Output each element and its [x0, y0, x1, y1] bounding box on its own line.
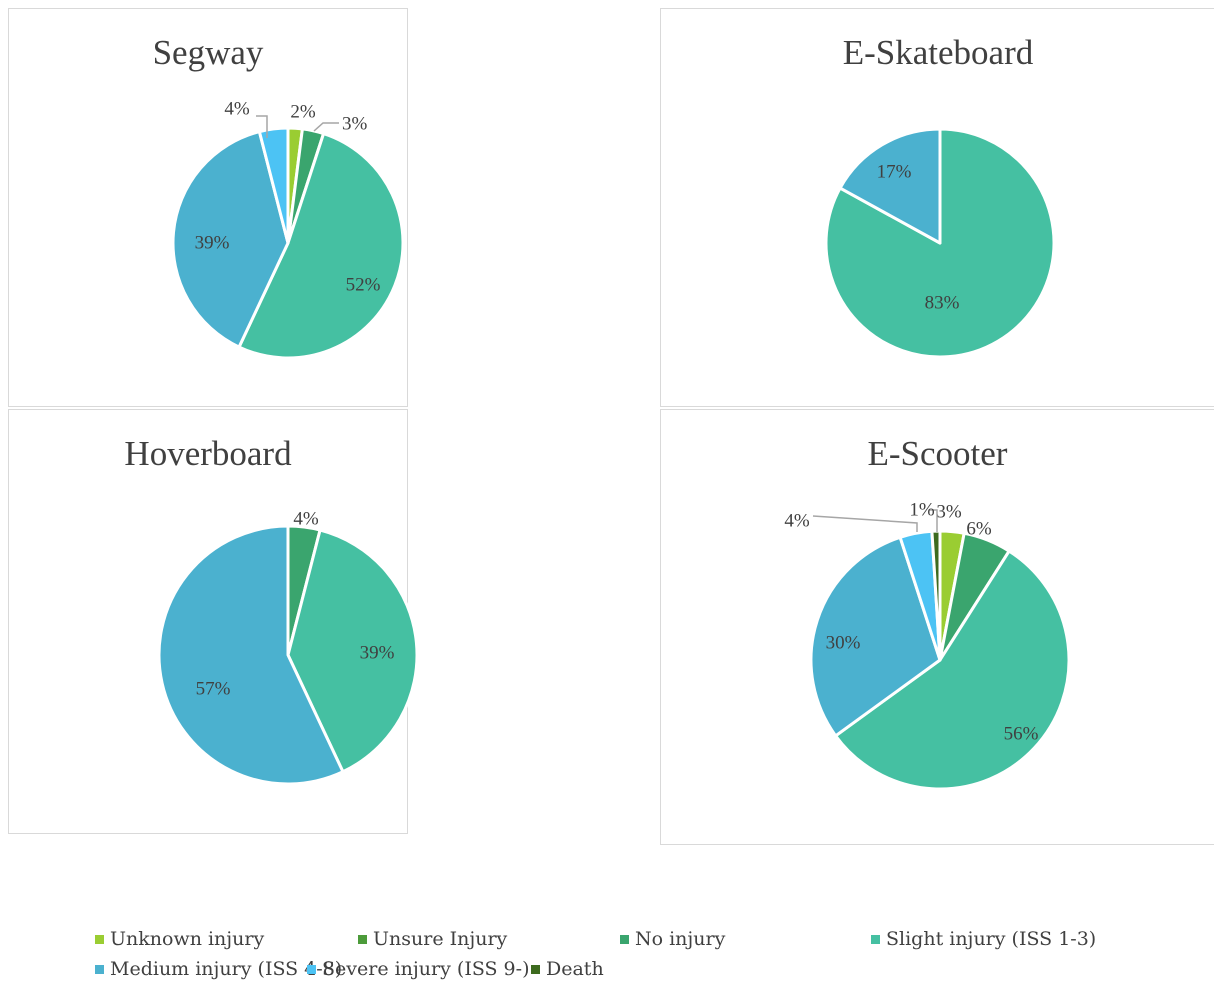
pie-slice-medium-injury-iss-4-8	[809, 535, 942, 738]
data-label-no-injury: 6%	[966, 518, 992, 539]
chart-title: Hoverboard	[124, 434, 292, 473]
legend-label: Unknown injury	[110, 928, 265, 950]
legend-swatch	[95, 934, 104, 944]
legend-item-unsure-injury: Unsure Injury	[358, 928, 507, 950]
legend-label: Slight injury (ISS 1-3)	[886, 928, 1097, 950]
legend-swatch	[307, 964, 316, 974]
data-label-slight-injury-iss-1-3: 56%	[1004, 723, 1039, 744]
legend-item-unknown-injury: Unknown injury	[95, 928, 264, 950]
chart-panel-hoverboard: Hoverboard 4% 39% 57%	[8, 409, 419, 834]
pie-slice-severe-injury-iss-9	[257, 126, 290, 245]
data-label-medium-injury-iss-4-8: 57%	[196, 678, 231, 699]
pie-slice-death	[930, 529, 942, 662]
data-label-no-injury: 4%	[293, 508, 319, 529]
data-label-medium-injury-iss-4-8: 39%	[195, 232, 230, 253]
data-label-severe-injury-iss-9: 4%	[784, 510, 810, 531]
leader-line	[929, 509, 938, 532]
data-label-slight-injury-iss-1-3: 52%	[346, 274, 381, 295]
leader-line	[812, 515, 918, 532]
pie-slice-slight-injury-iss-1-3	[834, 549, 1071, 791]
leader-line	[313, 122, 339, 132]
legend-label: No injury	[635, 928, 726, 950]
data-label-unknown-injury: 3%	[936, 501, 962, 522]
legend-label: Unsure Injury	[373, 928, 508, 950]
pie-slice-slight-injury-iss-1-3	[237, 132, 405, 360]
legend-label: Death	[546, 958, 604, 980]
data-label-medium-injury-iss-4-8: 30%	[826, 632, 861, 653]
data-label-death: 1%	[909, 499, 935, 520]
data-label-unknown-injury: 2%	[290, 101, 316, 122]
legend-item-slight-injury-iss-1-3: Slight injury (ISS 1-3)	[871, 928, 1096, 950]
chart-title: Segway	[152, 33, 264, 72]
legend-swatch	[531, 964, 540, 974]
data-label-medium-injury-iss-4-8: 17%	[877, 161, 912, 182]
pie-chart: 3%6% 56% 30% 4% 1%	[784, 499, 1071, 791]
data-label-slight-injury-iss-1-3: 39%	[360, 642, 395, 663]
legend-item-death: Death	[531, 958, 604, 980]
pie-slice-medium-injury-iss-4-8	[838, 127, 942, 245]
chart-title: E-Skateboard	[842, 33, 1034, 72]
legend-label: Medium injury (ISS 4-8)	[110, 958, 343, 980]
legend-swatch	[95, 964, 104, 974]
data-label-severe-injury-iss-9: 4%	[224, 98, 250, 119]
pie-chart: 2% 3% 52% 39% 4%	[171, 98, 405, 360]
chart-title: E-Scooter	[867, 434, 1008, 473]
legend-swatch	[358, 934, 367, 944]
pie-slice-medium-injury-iss-4-8	[171, 130, 290, 349]
data-label-no-injury: 3%	[342, 113, 368, 134]
legend-item-no-injury: No injury	[620, 928, 725, 950]
leader-line	[256, 115, 268, 138]
chart-panel-segway: Segway 2% 3% 52% 39% 4%	[8, 8, 408, 407]
pie-chart: 4% 39% 57%	[157, 508, 419, 786]
pie-chart: 83% 17%	[824, 127, 1056, 359]
pie-slice-medium-injury-iss-4-8	[157, 524, 345, 786]
legend-swatch	[620, 934, 629, 944]
chart-panel-e-scooter: E-Scooter 3% 6% 56% 30% 4% 1%	[660, 409, 1214, 845]
legend-item-medium-injury-iss-4-8: Medium injury (ISS 4-8)	[95, 958, 342, 980]
legend-swatch	[871, 934, 880, 944]
pie-slice-slight-injury-iss-1-3	[286, 528, 419, 774]
data-label-slight-injury-iss-1-3: 83%	[925, 292, 960, 313]
legend-item-severe-injury-iss-9: Severe injury (ISS 9-)	[307, 958, 529, 980]
legend-label: Severe injury (ISS 9-)	[322, 958, 530, 980]
chart-panel-e-skateboard: E-Skateboard 83% 17%	[660, 8, 1214, 407]
